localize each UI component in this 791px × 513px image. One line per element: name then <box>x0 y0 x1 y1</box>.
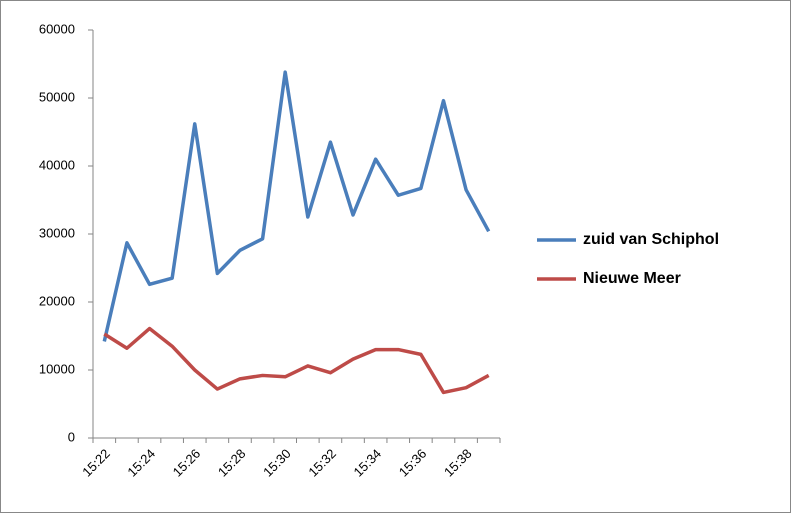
y-tick-label: 10000 <box>39 361 75 376</box>
y-tick-label: 50000 <box>39 89 75 104</box>
y-tick-label: 20000 <box>39 293 75 308</box>
y-tick-label: 40000 <box>39 157 75 172</box>
series-line <box>103 326 490 395</box>
y-tick-label: 30000 <box>39 225 75 240</box>
legend-label: Nieuwe Meer <box>583 270 681 287</box>
y-tick-label: 0 <box>68 429 75 444</box>
y-tick-label: 60000 <box>39 21 75 36</box>
legend-label: zuid van Schiphol <box>583 231 719 248</box>
series-line <box>102 70 491 342</box>
